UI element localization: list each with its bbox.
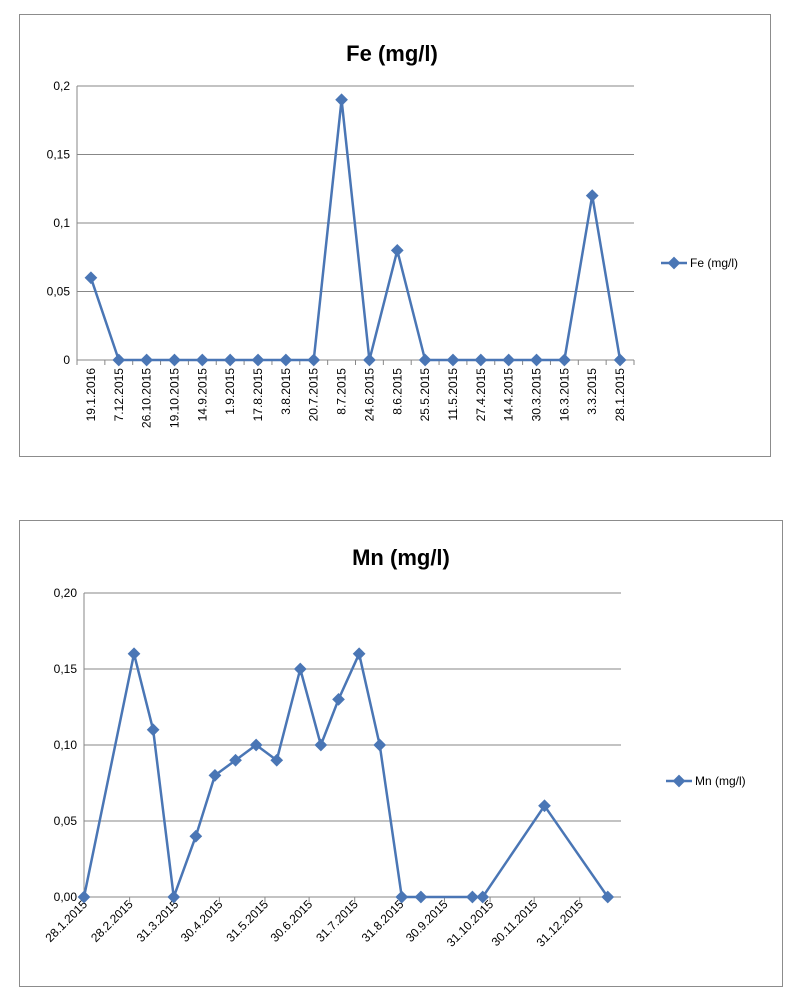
data-point bbox=[112, 353, 126, 367]
x-tick-label: 30.11.2015 bbox=[489, 897, 541, 949]
data-point bbox=[390, 244, 404, 257]
legend-marker bbox=[672, 774, 686, 788]
x-tick-label: 11.5.2015 bbox=[446, 368, 460, 421]
data-point bbox=[502, 353, 516, 367]
y-tick-label: 0,15 bbox=[47, 148, 71, 162]
x-tick-label: 26.10.2015 bbox=[140, 368, 154, 428]
data-point bbox=[414, 890, 428, 904]
x-tick-label: 28.1.2015 bbox=[613, 368, 627, 422]
x-tick-label: 17.8.2015 bbox=[251, 368, 265, 422]
data-point bbox=[352, 647, 366, 661]
data-point bbox=[613, 353, 627, 367]
data-point bbox=[251, 353, 265, 367]
data-point bbox=[446, 353, 460, 367]
chart-title: Mn (mg/l) bbox=[352, 545, 450, 570]
legend-marker bbox=[667, 256, 681, 270]
x-tick-label: 8.6.2015 bbox=[390, 368, 404, 415]
mn-chart-svg: Mn (mg/l) Mn (mg/l) 0,00 0,05 0,10 0,15 0,20… bbox=[42, 545, 746, 950]
legend: Mn (mg/l) bbox=[666, 774, 746, 788]
x-tick-label: 30.9.2015 bbox=[403, 897, 451, 945]
x-tick-label: 28.2.2015 bbox=[88, 897, 136, 945]
data-point bbox=[208, 769, 222, 782]
series-line bbox=[82, 652, 609, 899]
fe-chart-svg: Fe (mg/l) Fe (mg/l) 0 0,05 0,1 0,15 0,2 19.1.… bbox=[47, 41, 738, 428]
y-tick-label: 0 bbox=[63, 353, 70, 367]
data-point bbox=[335, 93, 348, 107]
data-point bbox=[127, 647, 141, 661]
x-tick-label: 7.12.2015 bbox=[112, 368, 126, 422]
data-point bbox=[279, 353, 293, 367]
x-tick-label: 25.5.2015 bbox=[418, 368, 432, 422]
legend-label: Mn (mg/l) bbox=[695, 774, 746, 788]
data-point bbox=[558, 353, 571, 367]
data-point bbox=[140, 353, 153, 367]
x-tick-label: 31.3.2015 bbox=[134, 897, 182, 945]
y-tick-label: 0,20 bbox=[54, 586, 78, 600]
data-point bbox=[84, 271, 98, 285]
x-tick-label: 1.9.2015 bbox=[223, 368, 237, 415]
legend: Fe (mg/l) bbox=[661, 256, 738, 270]
x-tick-label: 28.1.2015 bbox=[42, 897, 90, 945]
y-tick-label: 0,05 bbox=[47, 285, 71, 299]
y-tick-label: 0,05 bbox=[54, 814, 78, 828]
x-tick-label: 31.5.2015 bbox=[223, 897, 271, 945]
y-tick-label: 0,15 bbox=[54, 662, 78, 676]
data-point bbox=[229, 753, 242, 767]
data-point bbox=[585, 189, 599, 202]
x-tick-label: 27.4.2015 bbox=[474, 368, 488, 422]
x-tick-label: 8.7.2015 bbox=[335, 368, 349, 415]
data-point bbox=[307, 353, 321, 367]
data-point bbox=[168, 353, 181, 367]
data-point bbox=[189, 829, 203, 843]
x-tick-label: 30.3.2015 bbox=[530, 368, 544, 422]
series-line bbox=[89, 98, 622, 362]
data-point bbox=[195, 353, 209, 367]
x-tick-label: 31.8.2015 bbox=[359, 897, 407, 945]
data-point bbox=[332, 693, 345, 706]
y-tick-label: 0,2 bbox=[53, 79, 70, 93]
data-point bbox=[270, 753, 284, 767]
x-tick-label: 19.1.2016 bbox=[84, 368, 98, 422]
chart-title: Fe (mg/l) bbox=[346, 41, 438, 66]
x-tick-label: 19.10.2015 bbox=[167, 368, 181, 428]
y-tick-label: 0,1 bbox=[53, 216, 70, 230]
data-point bbox=[146, 723, 160, 737]
data-point bbox=[223, 353, 237, 367]
x-tick-label: 31.7.2015 bbox=[313, 897, 361, 945]
data-point bbox=[474, 353, 488, 367]
x-tick-label: 30.6.2015 bbox=[268, 897, 316, 945]
legend-label: Fe (mg/l) bbox=[690, 256, 738, 270]
x-tick-label: 20.7.2015 bbox=[307, 368, 321, 422]
y-tick-label: 0,10 bbox=[54, 738, 78, 752]
data-point bbox=[314, 738, 328, 752]
data-point bbox=[530, 353, 543, 367]
x-tick-label: 31.10.2015 bbox=[444, 897, 497, 950]
x-tick-label: 3.8.2015 bbox=[279, 368, 293, 415]
data-point bbox=[293, 662, 307, 676]
x-tick-label: 24.6.2015 bbox=[362, 368, 376, 422]
data-point bbox=[418, 353, 432, 367]
x-tick-label: 3.3.2015 bbox=[585, 368, 599, 415]
x-tick-label: 30.4.2015 bbox=[178, 897, 226, 945]
fe-chart: Fe (mg/l) Fe (mg/l) 0 0,05 0,1 0,15 0,2 19.1.… bbox=[19, 14, 771, 457]
mn-chart: Mn (mg/l) Mn (mg/l) 0,00 0,05 0,10 0,15 0,20… bbox=[19, 520, 783, 987]
x-tick-label: 31.12.2015 bbox=[534, 897, 587, 950]
x-tick-label: 14.9.2015 bbox=[195, 368, 209, 422]
data-point bbox=[373, 738, 387, 752]
y-tick-label: 0,00 bbox=[54, 890, 78, 904]
x-tick-label: 16.3.2015 bbox=[557, 368, 571, 422]
data-point bbox=[363, 353, 376, 367]
x-tick-label: 14.4.2015 bbox=[502, 368, 516, 422]
